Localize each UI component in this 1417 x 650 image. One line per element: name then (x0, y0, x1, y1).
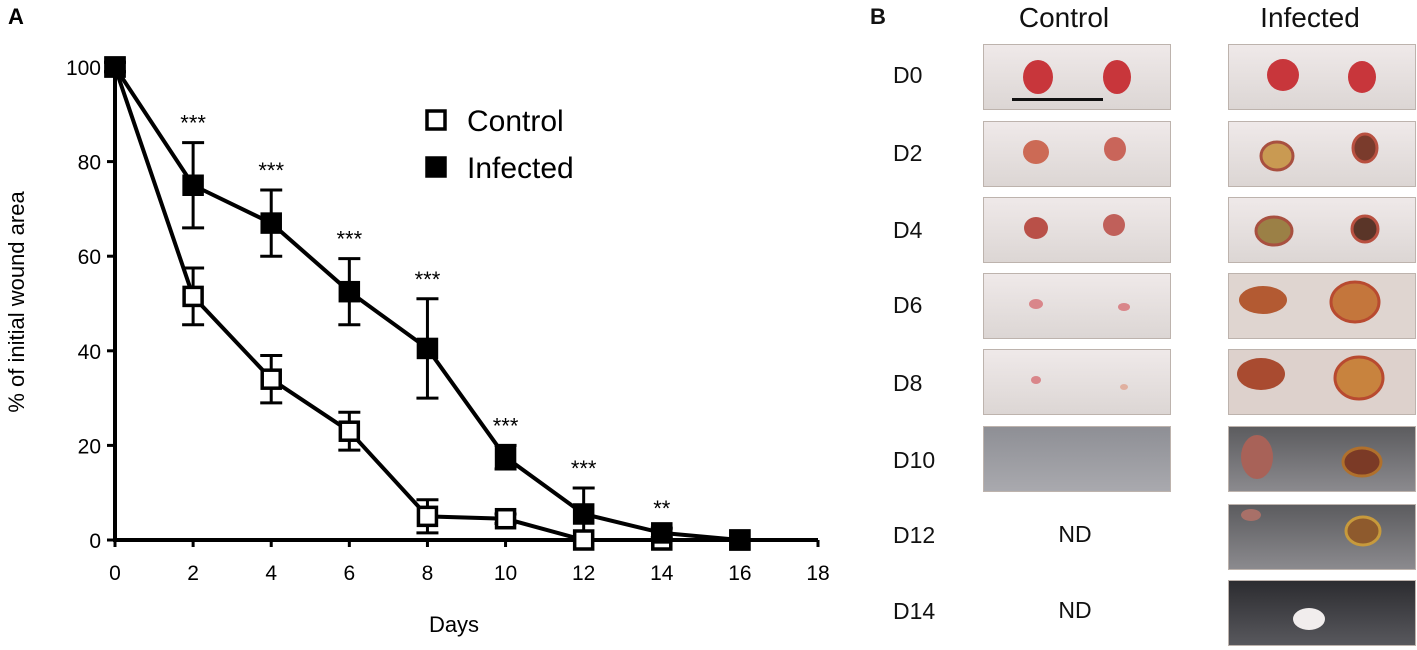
day-label-d10: D10 (893, 447, 936, 473)
control-point-8 (416, 505, 439, 528)
x-tick-label-8: 8 (422, 562, 434, 585)
significance-day-10: *** (493, 413, 519, 438)
legend-marker-infected (425, 156, 447, 178)
infected-point-10 (494, 446, 517, 468)
y-tick-label-60: 60 (78, 246, 101, 269)
control-point-2 (182, 285, 204, 308)
column-title-infected: Infected (1260, 2, 1360, 33)
photo-control-d8 (983, 349, 1171, 415)
x-tick-label-4: 4 (265, 562, 277, 585)
significance-day-2: *** (180, 111, 206, 136)
day-label-d6: D6 (893, 292, 923, 318)
photo-infected-d12 (1228, 504, 1416, 570)
y-tick-label-80: 80 (78, 152, 101, 175)
infected-point-6 (338, 280, 361, 303)
photo-infected-d6 (1228, 273, 1416, 339)
x-tick-label-16: 16 (728, 562, 751, 585)
significance-day-14: ** (653, 496, 671, 521)
x-tick-label-2: 2 (187, 562, 199, 585)
infected-point-2 (182, 174, 204, 196)
x-tick-label-0: 0 (109, 562, 121, 585)
legend-marker-control (425, 109, 447, 131)
day-label-d0: D0 (893, 62, 923, 88)
y-tick-label-20: 20 (78, 435, 101, 458)
control-point-12 (572, 529, 595, 551)
infected-point-14 (651, 522, 673, 544)
control-point-10 (494, 507, 517, 530)
x-axis-label: Days (429, 612, 479, 637)
significance-day-12: *** (571, 456, 597, 481)
infected-point-8 (416, 337, 439, 360)
day-label-d2: D2 (893, 140, 923, 166)
y-tick-label-40: 40 (78, 341, 101, 364)
control-point-4 (260, 368, 282, 390)
photo-infected-d2 (1228, 121, 1416, 187)
x-tick-label-10: 10 (494, 562, 517, 585)
x-tick-label-6: 6 (343, 562, 355, 585)
significance-day-8: *** (415, 267, 441, 292)
infected-point-4 (260, 212, 282, 234)
x-tick-label-18: 18 (806, 562, 829, 585)
photo-infected-d14 (1228, 580, 1416, 646)
control-point-6 (338, 420, 361, 442)
photo-infected-d4 (1228, 197, 1416, 263)
photo-control-d6 (983, 273, 1171, 339)
day-label-d12: D12 (893, 522, 936, 548)
day-label-d14: D14 (893, 598, 936, 624)
x-tick-label-12: 12 (572, 562, 595, 585)
day-label-d8: D8 (893, 370, 923, 396)
y-tick-label-0: 0 (89, 530, 101, 553)
control-d12-not-determined: ND (1058, 521, 1092, 547)
photo-control-d10 (983, 426, 1171, 492)
photo-control-d2 (983, 121, 1171, 187)
significance-day-6: *** (336, 227, 362, 252)
photo-infected-d10 (1228, 426, 1416, 492)
photo-infected-d0 (1228, 44, 1416, 110)
day-label-d4: D4 (893, 217, 923, 243)
photo-control-d4 (983, 197, 1171, 263)
panel-a-letter: A (8, 4, 24, 29)
infected-point-12 (572, 503, 595, 525)
infected-point-16 (729, 529, 751, 551)
legend-label-infected: Infected (467, 152, 574, 185)
legend-label-control: Control (467, 105, 564, 138)
y-axis-label: % of initial wound area (4, 191, 29, 413)
y-tick-label-100: 100 (66, 57, 101, 80)
column-title-control: Control (1018, 2, 1110, 33)
photo-infected-d8 (1228, 349, 1416, 415)
significance-day-4: *** (258, 158, 284, 183)
control-d14-not-determined: ND (1058, 597, 1092, 623)
x-tick-label-14: 14 (650, 562, 674, 585)
scale-bar (1012, 98, 1103, 101)
panel-b-letter: B (870, 4, 886, 29)
infected-point-0 (104, 56, 126, 78)
